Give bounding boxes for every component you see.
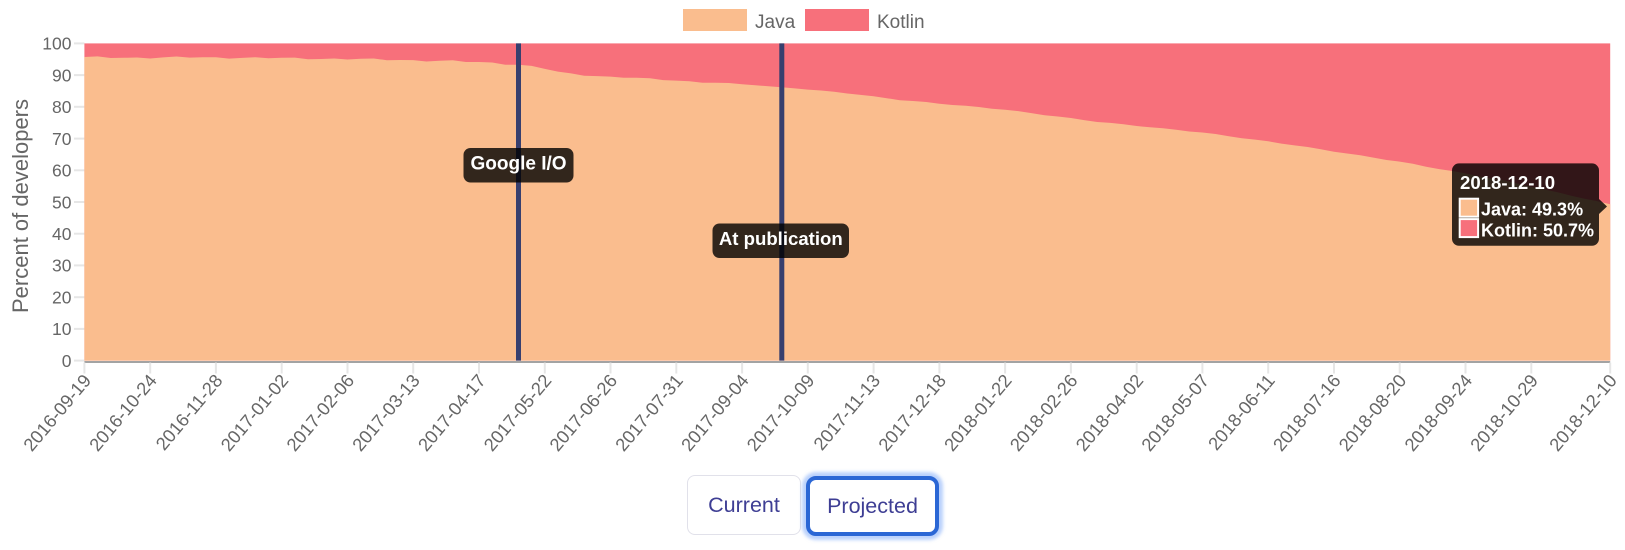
svg-text:20: 20 [52,288,72,308]
svg-text:Kotlin: Kotlin [877,12,925,33]
svg-text:10: 10 [52,319,72,339]
svg-text:0: 0 [62,351,72,371]
svg-text:30: 30 [52,256,72,276]
svg-text:Percent of developers: Percent of developers [8,99,33,313]
svg-text:Kotlin: 50.7%: Kotlin: 50.7% [1481,220,1594,240]
svg-text:90: 90 [52,65,72,85]
svg-text:2018-12-10: 2018-12-10 [1460,172,1555,193]
svg-text:80: 80 [52,97,72,117]
svg-text:70: 70 [52,129,72,149]
svg-text:Google I/O: Google I/O [470,154,566,175]
svg-text:50: 50 [52,192,72,212]
svg-text:60: 60 [52,161,72,181]
svg-text:Java: Java [755,12,796,33]
svg-text:40: 40 [52,224,72,244]
svg-text:Java: 49.3%: Java: 49.3% [1481,200,1583,220]
svg-text:100: 100 [42,34,71,54]
svg-text:At publication: At publication [719,228,843,249]
